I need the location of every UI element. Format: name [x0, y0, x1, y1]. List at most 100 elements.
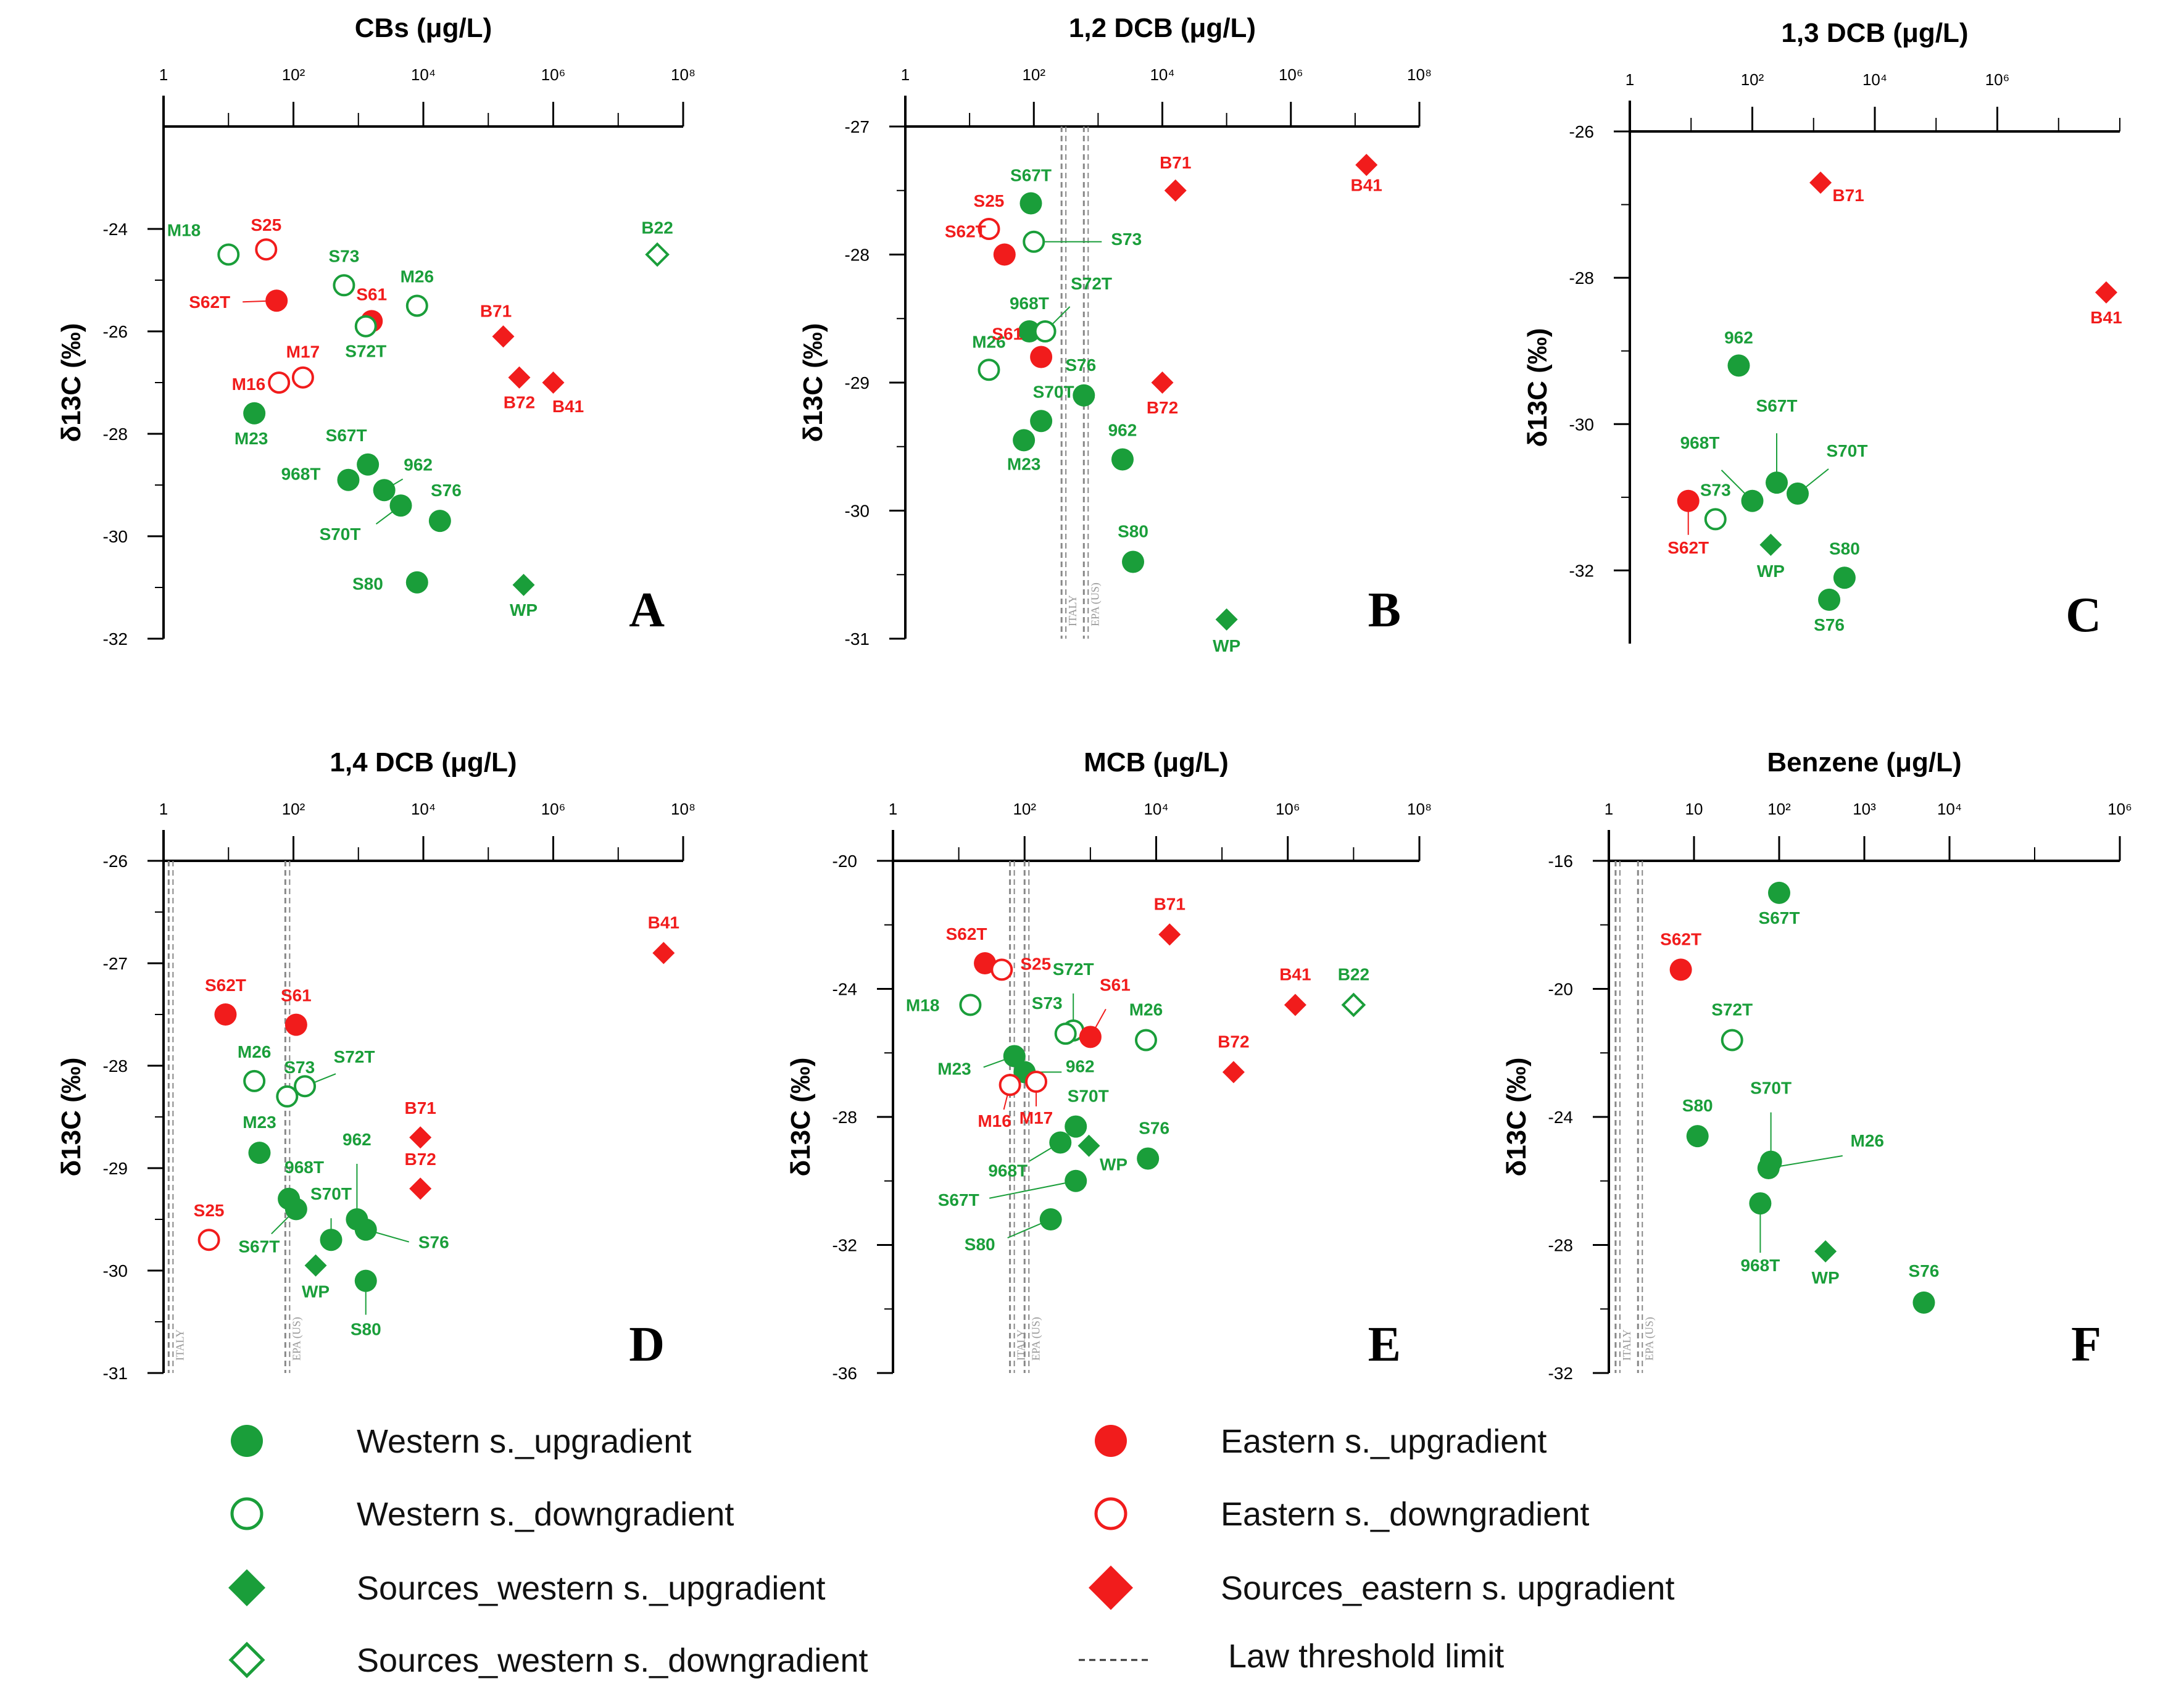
point-marker — [1818, 588, 1841, 611]
point-label: M16 — [978, 1111, 1011, 1130]
point-marker — [1122, 550, 1145, 573]
x-tick-label: 10² — [1767, 800, 1791, 818]
point-label: S61 — [281, 986, 312, 1005]
data-point: S72T — [345, 315, 386, 361]
point-marker — [405, 294, 428, 317]
point-label: WP — [302, 1282, 330, 1301]
point-label: S70T — [310, 1184, 352, 1203]
y-tick-label: -28 — [103, 1056, 128, 1076]
point-label: B71 — [1154, 894, 1185, 913]
point-label: S70T — [320, 525, 361, 544]
data-point: M17 — [286, 342, 320, 389]
y-axis-label: δ13C (‰) — [1522, 328, 1553, 447]
threshold-label: ITALY — [173, 1329, 186, 1361]
legend-marker-western-src-down — [228, 1641, 265, 1678]
data-point: B72 — [404, 1150, 436, 1200]
panel-a: CBs (μg/L) δ13C (‰) 1 10² 10⁴ 10⁶ 10⁸ -24 -26 -28… — [56, 13, 695, 649]
y-tick-label: -20 — [1548, 980, 1573, 999]
point-label: S62T — [1660, 929, 1701, 948]
point-label: S25 — [251, 215, 281, 234]
data-point: M23 — [243, 1113, 276, 1164]
point-marker — [1065, 1115, 1087, 1138]
data-point: S80 — [1118, 522, 1148, 573]
y-tick-label: -32 — [103, 629, 128, 649]
point-leader-line — [1768, 1155, 1843, 1169]
data-point: B71 — [1809, 172, 1864, 205]
y-axis-label: δ13C (‰) — [786, 1058, 816, 1177]
point-marker — [978, 359, 1000, 381]
data-point: S73 — [1023, 230, 1142, 253]
data-point: S62T — [205, 976, 246, 1026]
data-point: S62T — [946, 924, 997, 974]
point-marker — [974, 952, 997, 974]
threshold-label: ITALY — [1621, 1329, 1633, 1361]
data-point: S72T — [1034, 274, 1112, 342]
x-tick-label: 10⁶ — [1279, 65, 1303, 84]
y-tick-label: -24 — [832, 980, 857, 999]
point-label: B22 — [1338, 965, 1369, 984]
data-point: M26 — [972, 332, 1006, 381]
data-point: S62T — [189, 289, 288, 312]
point-label: S25 — [974, 191, 1005, 210]
point-marker — [1814, 1240, 1837, 1263]
point-label: S80 — [352, 575, 383, 594]
point-marker — [1809, 172, 1832, 194]
point-marker — [217, 243, 240, 266]
point-label: M26 — [401, 267, 434, 286]
point-label: M23 — [243, 1113, 276, 1132]
point-marker — [1222, 1061, 1245, 1084]
legend-item-eastern-up: Eastern s._upgradient — [1095, 1423, 1547, 1460]
data-point: M18 — [906, 994, 982, 1016]
y-tick-label: -24 — [1548, 1108, 1573, 1127]
point-marker — [320, 1229, 343, 1251]
data-point: B41 — [2090, 281, 2122, 327]
point-marker — [294, 1075, 317, 1098]
x-tick-label: 1 — [159, 65, 168, 84]
point-label: S25 — [1020, 954, 1051, 973]
legend-item-eastern-down: Eastern s._downgradient — [1094, 1496, 1589, 1533]
data-point: S67T — [1756, 396, 1797, 494]
data-point: S73 — [1032, 994, 1077, 1045]
point-label: B41 — [1279, 965, 1311, 984]
point-marker — [1065, 1169, 1087, 1192]
point-label: S80 — [1118, 522, 1148, 541]
x-tick-label: 1 — [901, 65, 910, 84]
data-point: S73 — [276, 1058, 315, 1108]
data-point: B72 — [1218, 1032, 1250, 1084]
y-tick-label: -30 — [1569, 415, 1594, 434]
legend-item-western-src: Sources_western s._upgradient — [228, 1569, 825, 1607]
data-point: M26 — [401, 267, 434, 317]
threshold-label: EPA (US) — [1089, 583, 1102, 626]
point-marker — [1727, 354, 1750, 377]
point-marker — [1749, 1192, 1772, 1215]
point-marker — [373, 479, 396, 502]
panels: CBs (μg/L) δ13C (‰) 1 10² 10⁴ 10⁶ 10⁸ -24 -26 -28… — [56, 13, 2132, 1383]
data-point: WP — [302, 1254, 330, 1301]
y-tick-label: -28 — [832, 1108, 857, 1127]
point-label: B71 — [1160, 153, 1191, 172]
panel-letter: D — [629, 1317, 665, 1372]
data-point: 968T — [1740, 1192, 1780, 1275]
data-point: S80 — [1829, 539, 1860, 589]
point-label: 968T — [284, 1158, 324, 1177]
data-point: S76 — [1137, 1118, 1169, 1170]
panel-title: Benzene (μg/L) — [1767, 747, 1961, 778]
point-marker — [354, 1269, 377, 1292]
data-point: B71 — [404, 1098, 436, 1149]
panel-b: 1,2 DCB (μg/L) δ13C (‰) 1 10² 10⁴ 10⁶ 10⁸ -27 -2… — [798, 13, 1432, 655]
data-point: M23 — [235, 402, 268, 448]
data-point: M26 — [1129, 1000, 1163, 1052]
data-point: 962 — [1108, 421, 1137, 471]
point-label: M23 — [1007, 454, 1040, 473]
data-point: S62T — [945, 222, 1016, 266]
y-axis-label: δ13C (‰) — [56, 323, 86, 442]
data-point: S70T — [320, 494, 412, 544]
point-label: S62T — [946, 924, 987, 944]
data-point: S67T — [326, 426, 380, 476]
point-label: S72T — [345, 342, 386, 361]
point-marker — [333, 274, 355, 297]
point-label: B41 — [1351, 175, 1382, 194]
panel-title: 1,3 DCB (μg/L) — [1781, 18, 1968, 48]
point-marker — [492, 325, 515, 348]
